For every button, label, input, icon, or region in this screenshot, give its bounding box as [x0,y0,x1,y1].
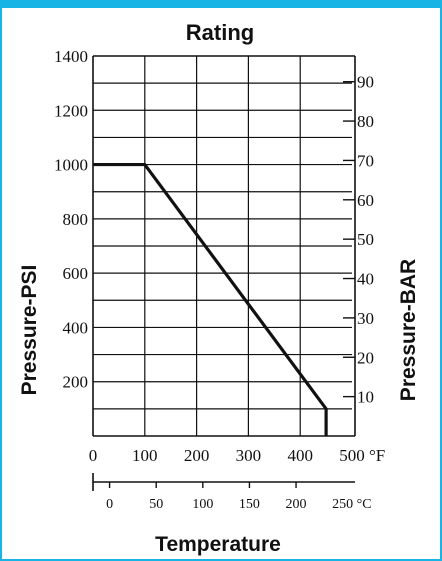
y2-axis-ticks: 10 20 30 40 50 60 70 80 90 [343,73,374,407]
y2-tick-label-60: 60 [357,191,374,210]
x-tick-label-500: 500 [339,446,365,465]
grid-lines [93,56,352,436]
series-line-0 [93,162,328,436]
y2-tick-label-80: 80 [357,112,374,131]
c-tick-label-200: 200 [286,497,307,512]
celsius-scale: 0 50 100 150 200 250 °C [92,473,372,512]
y2-tick-label-40: 40 [357,270,374,289]
y-tick-label-1000: 1000 [54,156,88,175]
x-unit-label: °F [369,446,385,465]
c-tick-label-50: 50 [149,497,163,512]
c-unit-label: °C [357,497,372,512]
y-tick-label-400: 400 [63,318,89,337]
y2-tick-label-30: 30 [357,309,374,328]
y-tick-label-800: 800 [63,210,89,229]
chart-title: Rating [186,20,254,45]
y2-tick-label-50: 50 [357,230,374,249]
y-axis-label: Pressure-PSI [18,265,41,396]
y-axis-ticks: 200 400 600 800 1000 1200 1400 [54,47,88,392]
c-tick-label-0: 0 [106,497,113,512]
x-tick-label-400: 400 [287,446,313,465]
y-tick-label-200: 200 [63,373,89,392]
y2-axis-label: Pressure-BAR [397,259,420,401]
x-tick-label-200: 200 [184,446,210,465]
y2-tick-label-70: 70 [357,151,374,170]
y2-tick-label-90: 90 [357,73,374,92]
plot-border [92,55,356,437]
x-axis-label: Temperature [155,533,281,556]
series-group [93,162,328,436]
y-tick-label-1400: 1400 [54,47,88,66]
x-tick-label-300: 300 [236,446,262,465]
y2-tick-label-10: 10 [357,388,374,407]
x-tick-label-100: 100 [132,446,158,465]
y-tick-label-600: 600 [63,264,89,283]
y2-tick-label-20: 20 [357,348,374,367]
c-tick-label-100: 100 [192,497,213,512]
c-tick-label-150: 150 [239,497,260,512]
y-tick-label-1200: 1200 [54,101,88,120]
x-axis-ticks: 0 100 200 300 400 500 °F [89,446,386,465]
top-accent-band [0,0,442,8]
x-tick-label-0: 0 [89,446,98,465]
c-tick-label-250: 250 [332,497,353,512]
